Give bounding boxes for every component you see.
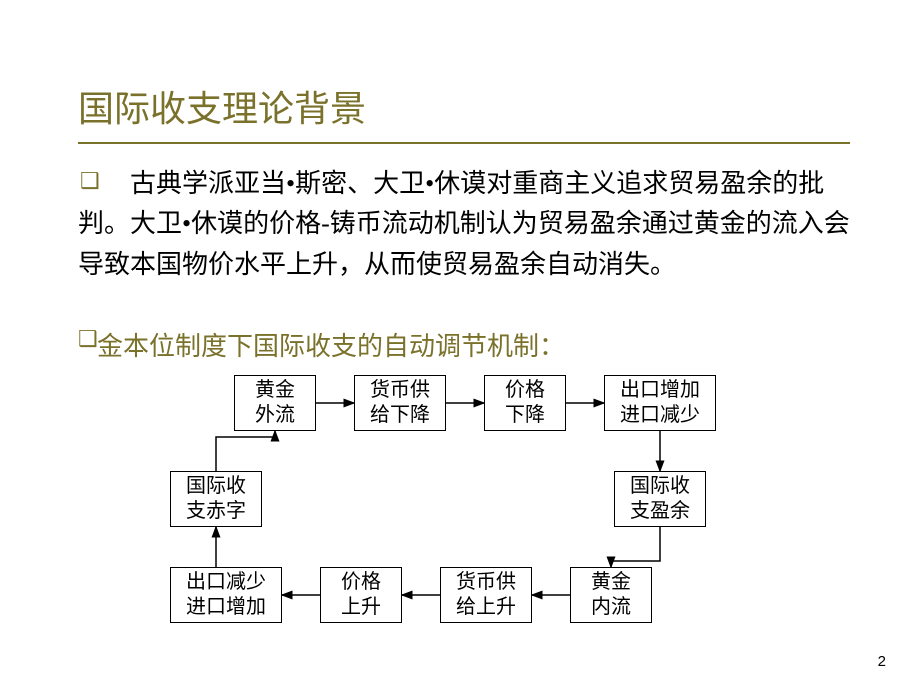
flowchart-node: 黄金内流 bbox=[570, 567, 652, 623]
title-text: 国际收支理论背景 bbox=[78, 89, 366, 129]
paragraph-2: 金本位制度下国际收支的自动调节机制： bbox=[97, 326, 565, 363]
paragraph-1-text: 古典学派亚当•斯密、大卫•休谟对重商主义追求贸易盈余的批判。大卫•休谟的价格-铸… bbox=[78, 169, 850, 279]
page-number: 2 bbox=[878, 653, 886, 670]
flowchart-node: 黄金外流 bbox=[234, 375, 316, 431]
paragraph-2-text: 金本位制度下国际收支的自动调节机制： bbox=[97, 332, 565, 361]
flowchart-node: 国际收支盈余 bbox=[614, 471, 706, 527]
page-title: 国际收支理论背景 bbox=[78, 80, 366, 132]
bullet-icon: ❑ bbox=[78, 326, 98, 352]
flowchart-node: 出口增加进口减少 bbox=[604, 375, 716, 431]
slide: 国际收支理论背景 ❑ 口口古典学派亚当•斯密、大卫•休谟对重商主义追求贸易盈余的… bbox=[0, 0, 920, 690]
paragraph-1: 口口古典学派亚当•斯密、大卫•休谟对重商主义追求贸易盈余的批判。大卫•休谟的价格… bbox=[78, 164, 850, 285]
flowchart-edge bbox=[216, 431, 275, 471]
flowchart-edge bbox=[611, 527, 660, 567]
flowchart-node: 货币供给下降 bbox=[354, 375, 446, 431]
flowchart-node: 价格上升 bbox=[320, 567, 402, 623]
flowchart-node: 国际收支赤字 bbox=[170, 471, 262, 527]
flowchart-node: 货币供给上升 bbox=[440, 567, 532, 623]
flowchart-node: 出口减少进口增加 bbox=[170, 567, 282, 623]
title-underline bbox=[78, 142, 850, 144]
flowchart-node: 价格下降 bbox=[484, 375, 566, 431]
flowchart: 黄金外流货币供给下降价格下降出口增加进口减少国际收支赤字 国际收支盈余出口减少进口… bbox=[170, 375, 750, 635]
